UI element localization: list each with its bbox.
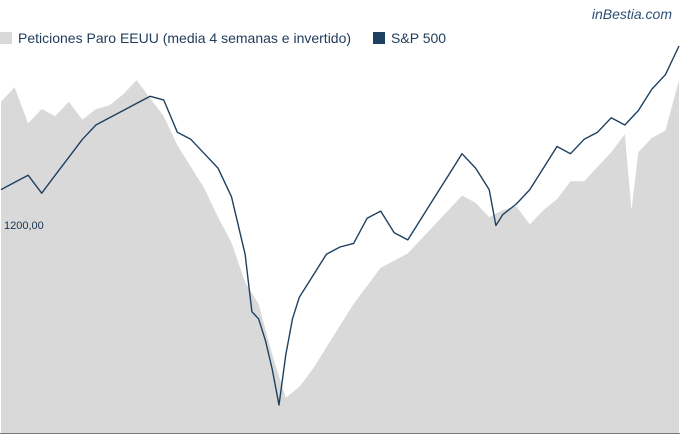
legend-swatch-sp500 bbox=[373, 32, 386, 44]
sp500-line bbox=[0, 45, 680, 406]
legend-swatch-claims bbox=[0, 32, 12, 44]
claims-area bbox=[1, 80, 679, 433]
legend-item-sp500[interactable]: S&P 500 bbox=[373, 30, 446, 46]
y-tick-label: 1200,00 bbox=[4, 220, 44, 232]
x-axis-line bbox=[0, 433, 680, 434]
legend-label-sp500: S&P 500 bbox=[391, 30, 447, 46]
legend-item-claims[interactable]: Peticiones Paro EEUU (media 4 semanas e … bbox=[0, 30, 351, 46]
sp500-line-layer bbox=[0, 45, 680, 406]
legend-label-claims: Peticiones Paro EEUU (media 4 semanas e … bbox=[18, 30, 352, 46]
claims-area-layer bbox=[1, 80, 679, 433]
chart-legend: Peticiones Paro EEUU (media 4 semanas e … bbox=[0, 29, 468, 47]
brand-logo-text[interactable]: inBestia.com bbox=[591, 6, 672, 22]
